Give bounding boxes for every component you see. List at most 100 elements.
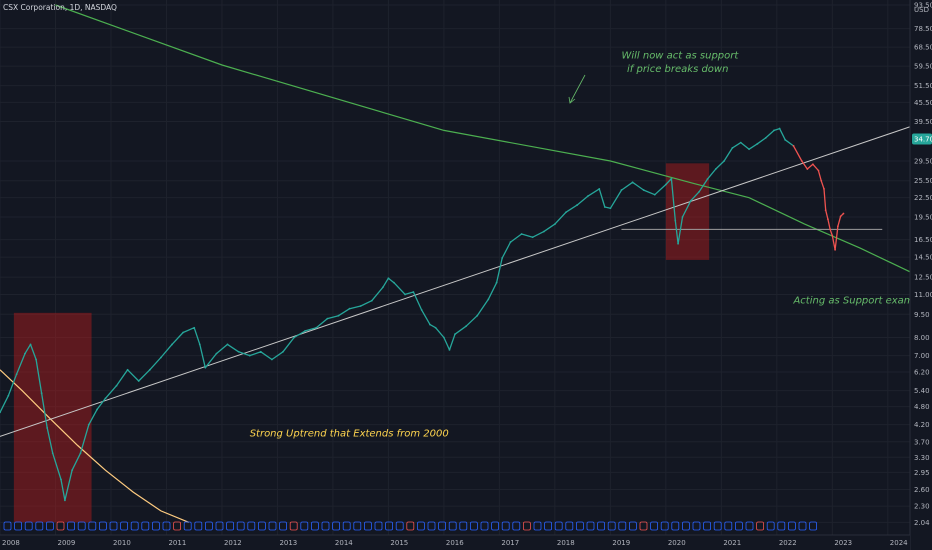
event-marker[interactable]	[24, 521, 33, 531]
event-marker[interactable]	[99, 521, 107, 531]
price-point	[434, 326, 437, 329]
event-marker[interactable]	[120, 521, 128, 531]
event-marker[interactable]	[788, 521, 796, 531]
event-marker[interactable]	[353, 521, 362, 531]
event-marker[interactable]	[766, 521, 775, 531]
price-point	[739, 141, 742, 144]
event-marker[interactable]	[130, 521, 139, 531]
y-tick-label: 11.00	[914, 291, 932, 299]
event-marker[interactable]	[703, 521, 711, 531]
event-marker[interactable]	[597, 521, 605, 531]
event-marker[interactable]	[469, 521, 478, 531]
price-point	[215, 352, 218, 355]
event-marker[interactable]	[618, 521, 627, 531]
event-marker[interactable]	[14, 521, 23, 531]
event-marker[interactable]	[660, 521, 669, 531]
event-marker[interactable]	[544, 521, 552, 531]
event-marker[interactable]	[756, 521, 764, 531]
price-series-layer[interactable]	[0, 127, 845, 502]
price-point	[137, 380, 140, 382]
event-marker[interactable]	[300, 521, 309, 531]
event-marker[interactable]	[204, 521, 213, 531]
event-marker[interactable]	[395, 521, 404, 531]
event-marker[interactable]	[374, 521, 383, 531]
event-marker[interactable]	[109, 521, 118, 531]
y-tick-label: 3.30	[914, 454, 930, 462]
event-marker[interactable]	[141, 521, 150, 531]
event-marker[interactable]	[523, 521, 531, 531]
event-marker[interactable]	[427, 521, 436, 531]
event-marker[interactable]	[88, 521, 97, 531]
event-marker[interactable]	[226, 521, 235, 531]
price-point	[404, 293, 406, 296]
event-marker[interactable]	[629, 521, 637, 531]
price-point	[182, 331, 185, 334]
event-marker[interactable]	[480, 521, 489, 531]
event-marker[interactable]	[3, 521, 12, 531]
chart-annotation: Strong Uptrend that Extends from 2000	[250, 428, 449, 439]
event-marker[interactable]	[777, 521, 786, 531]
event-marker[interactable]	[321, 521, 330, 531]
event-marker[interactable]	[406, 521, 415, 531]
event-marker[interactable]	[438, 521, 447, 531]
event-marker[interactable]	[56, 521, 65, 531]
event-marker[interactable]	[236, 521, 245, 531]
event-marker[interactable]	[247, 521, 256, 531]
event-marker[interactable]	[448, 521, 457, 531]
event-marker-row[interactable]	[3, 521, 817, 531]
event-marker[interactable]	[310, 521, 319, 531]
event-marker[interactable]	[183, 521, 192, 531]
event-marker[interactable]	[459, 521, 468, 531]
event-marker[interactable]	[332, 521, 341, 531]
price-point	[706, 178, 709, 181]
event-marker[interactable]	[67, 521, 75, 531]
y-tick-label: 2.04	[914, 519, 930, 527]
event-marker[interactable]	[533, 521, 542, 531]
currency-label: USD	[914, 6, 929, 14]
event-marker[interactable]	[554, 521, 563, 531]
event-marker[interactable]	[639, 521, 648, 531]
event-marker[interactable]	[512, 521, 521, 531]
event-marker[interactable]	[173, 521, 182, 531]
event-marker[interactable]	[798, 521, 807, 531]
price-point	[831, 234, 834, 237]
price-point	[603, 206, 606, 208]
event-marker[interactable]	[257, 521, 266, 531]
price-point	[160, 356, 162, 359]
event-marker[interactable]	[342, 521, 351, 531]
event-marker[interactable]	[215, 521, 224, 531]
event-marker[interactable]	[586, 521, 595, 531]
event-marker[interactable]	[671, 521, 680, 531]
event-marker[interactable]	[735, 521, 743, 531]
event-marker[interactable]	[77, 521, 86, 531]
event-marker[interactable]	[289, 521, 298, 531]
event-marker[interactable]	[268, 521, 277, 531]
event-marker[interactable]	[151, 521, 160, 531]
event-marker[interactable]	[692, 521, 701, 531]
event-marker[interactable]	[565, 521, 574, 531]
time-axis-panel[interactable]	[0, 535, 910, 550]
event-marker[interactable]	[363, 521, 372, 531]
event-marker[interactable]	[724, 521, 733, 531]
event-marker[interactable]	[35, 521, 44, 531]
event-marker[interactable]	[713, 521, 722, 531]
event-marker[interactable]	[745, 521, 754, 531]
event-marker[interactable]	[809, 521, 817, 531]
event-marker[interactable]	[162, 521, 171, 531]
price-point	[723, 160, 726, 162]
event-marker[interactable]	[682, 521, 690, 531]
event-marker[interactable]	[607, 521, 616, 531]
event-marker[interactable]	[576, 521, 584, 531]
event-marker[interactable]	[46, 521, 54, 531]
event-marker[interactable]	[279, 521, 288, 531]
event-marker[interactable]	[650, 521, 658, 531]
event-marker[interactable]	[194, 521, 203, 531]
event-marker[interactable]	[501, 521, 510, 531]
y-tick-label: 2.95	[914, 469, 930, 477]
event-marker[interactable]	[416, 521, 425, 531]
event-marker[interactable]	[491, 521, 500, 531]
event-marker[interactable]	[385, 521, 394, 531]
